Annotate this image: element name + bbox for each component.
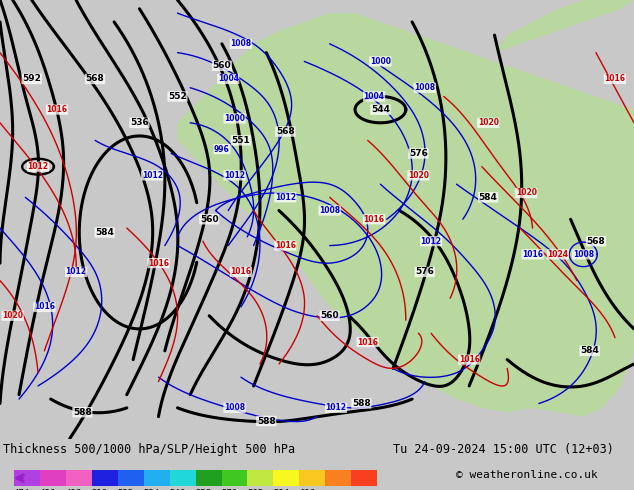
Text: 1016: 1016 [275,241,296,250]
Text: 1016: 1016 [34,302,55,312]
Text: 560: 560 [200,215,219,224]
Text: 1016: 1016 [148,259,169,268]
Text: 510: 510 [92,489,108,490]
Text: 1012: 1012 [420,237,442,245]
Text: 1016: 1016 [230,268,252,276]
Text: 474: 474 [14,489,30,490]
Text: 498: 498 [66,489,82,490]
Bar [92,470,118,486]
Text: 606: 606 [299,489,316,490]
Text: 576: 576 [409,149,428,158]
Text: 1020: 1020 [408,171,429,180]
Text: 1016: 1016 [46,105,68,114]
Bar [273,470,299,486]
Text: 1020: 1020 [515,189,537,197]
Text: 1012: 1012 [141,171,163,180]
Bar [170,470,195,486]
Text: 1012: 1012 [65,268,87,276]
Text: 560: 560 [320,311,339,320]
Text: 1012: 1012 [27,162,49,171]
Text: Thickness 500/1000 hPa/SLP/Height 500 hPa: Thickness 500/1000 hPa/SLP/Height 500 hP… [3,442,295,456]
Bar [14,470,40,486]
Text: © weatheronline.co.uk: © weatheronline.co.uk [456,470,598,481]
Polygon shape [178,13,634,416]
Text: 588: 588 [73,408,92,416]
Text: 588: 588 [352,399,371,408]
Bar [351,470,377,486]
Bar [299,470,325,486]
Text: 1012: 1012 [224,171,245,180]
Text: 996: 996 [214,145,230,153]
Text: 1008: 1008 [224,403,245,413]
Text: 1024: 1024 [547,250,569,259]
Text: 1016: 1016 [357,338,378,346]
Text: 594: 594 [273,489,290,490]
Text: Tu 24-09-2024 15:00 UTC (12+03): Tu 24-09-2024 15:00 UTC (12+03) [393,442,614,456]
Text: 568: 568 [586,237,605,245]
Text: 536: 536 [130,118,149,127]
Text: 1016: 1016 [363,215,385,224]
Bar [221,470,247,486]
Text: 584: 584 [479,193,498,202]
Bar [118,470,144,486]
Text: 1000: 1000 [370,57,391,66]
Text: 582: 582 [247,489,264,490]
Text: 1000: 1000 [224,114,245,123]
Text: 544: 544 [371,105,390,114]
Text: 1012: 1012 [325,403,347,413]
Text: 1008: 1008 [414,83,436,92]
Text: 576: 576 [415,268,434,276]
Text: 592: 592 [22,74,41,83]
Text: 1004: 1004 [217,74,239,83]
Text: 1008: 1008 [230,39,252,49]
Text: 534: 534 [144,489,160,490]
Bar [247,470,273,486]
Text: 522: 522 [118,489,134,490]
Bar [144,470,170,486]
Text: 570: 570 [221,489,238,490]
Text: 1008: 1008 [573,250,594,259]
Polygon shape [495,0,634,52]
Polygon shape [558,158,602,189]
Text: 1012: 1012 [275,193,296,202]
Bar [195,470,221,486]
Text: 1016: 1016 [604,74,626,83]
Text: 486: 486 [40,489,56,490]
Text: 1004: 1004 [363,92,385,101]
Text: 584: 584 [95,228,114,237]
Text: 1016: 1016 [522,250,543,259]
Text: 568: 568 [276,127,295,136]
Text: 588: 588 [257,416,276,425]
Text: 551: 551 [231,136,250,145]
Text: 546: 546 [170,489,186,490]
Text: 1016: 1016 [458,355,480,364]
Text: 1020: 1020 [477,118,499,127]
Text: 1020: 1020 [2,311,23,320]
Text: 568: 568 [86,74,105,83]
Bar [66,470,92,486]
Text: 552: 552 [168,92,187,101]
Bar [40,470,66,486]
Bar [325,470,351,486]
Text: 1008: 1008 [319,206,340,215]
Text: 558: 558 [195,489,212,490]
Text: 584: 584 [580,346,599,355]
Text: 560: 560 [212,61,231,70]
